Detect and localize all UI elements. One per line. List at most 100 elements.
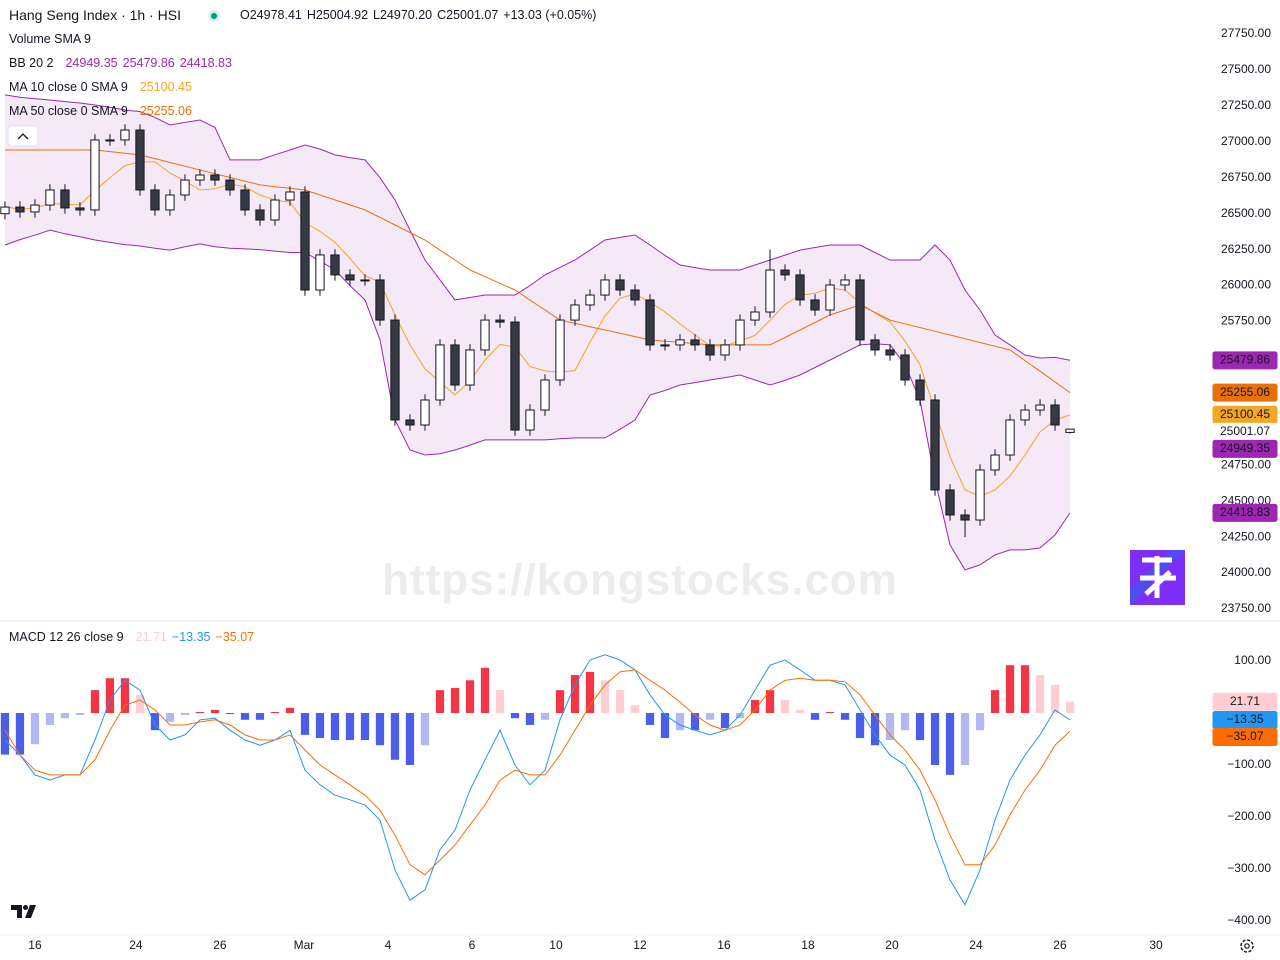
collapse-button-frame[interactable] — [7, 125, 39, 147]
histogram-bar — [600, 680, 610, 714]
histogram-bar — [450, 688, 460, 714]
histogram-bar — [30, 713, 40, 745]
histogram-bar — [150, 713, 160, 731]
y-tick-label: −100.00 — [1227, 757, 1271, 771]
macd-legend-part: −13.35 — [172, 630, 211, 644]
candle-body — [450, 344, 460, 386]
bb-legend-part: 24418.83 — [180, 56, 232, 70]
candle-body — [435, 344, 445, 401]
histogram-bar — [780, 700, 790, 714]
histogram-bar — [795, 709, 805, 714]
plot: https://kongstocks.com 27750.00 27500.00 27… — [0, 7, 1278, 952]
histogram-bar — [900, 713, 910, 731]
candle-body — [855, 279, 865, 341]
x-tick-label: 18 — [801, 938, 815, 952]
candle-body — [135, 129, 145, 191]
macd-legend: MACD 12 26 close 9 21.71 −13.35 −35.07 — [9, 630, 254, 644]
candle-body — [255, 209, 265, 221]
histogram-bar — [105, 678, 115, 714]
histogram-bar — [765, 690, 775, 714]
price-tag — [1212, 439, 1278, 458]
x-tick-label: 20 — [885, 938, 899, 952]
price-tag-label: −35.07 — [1226, 729, 1263, 743]
header-ohlc-part: +13.03 (+0.05%) — [503, 8, 596, 22]
x-tick-label: Mar — [294, 938, 315, 952]
candle-body — [150, 189, 160, 211]
candle-body — [1005, 419, 1015, 456]
histogram-bar — [375, 713, 385, 746]
histogram-bar — [60, 713, 70, 719]
y-tick-label: −400.00 — [1227, 913, 1271, 927]
candle-body — [1035, 404, 1045, 411]
header-ohlc-part: C25001.07 — [437, 8, 498, 22]
price-tag-label: 25100.45 — [1220, 407, 1270, 421]
candle-body — [420, 399, 430, 426]
y-tick-label: 27000.00 — [1221, 134, 1271, 148]
price-tag — [1212, 727, 1278, 746]
candle-body — [615, 279, 625, 291]
histogram-bar — [840, 713, 850, 720]
market-status-dot — [211, 13, 217, 19]
histogram-bar — [990, 690, 1000, 714]
macd-legend-part: −35.07 — [216, 630, 255, 644]
y-tick-label: 27750.00 — [1221, 26, 1271, 40]
candle-body — [510, 321, 520, 431]
histogram-bar — [540, 713, 550, 720]
histogram-bar — [345, 713, 355, 741]
histogram-bar — [135, 694, 145, 714]
watermark: https://kongstocks.com — [382, 556, 898, 605]
histogram-bar — [945, 713, 955, 775]
histogram-bar — [330, 713, 340, 741]
candle-body — [885, 349, 895, 356]
histogram-bar — [1020, 665, 1030, 714]
histogram-bar — [465, 680, 475, 714]
histogram-bar — [390, 713, 400, 760]
histogram-bar — [660, 713, 670, 738]
candle-body — [270, 199, 280, 221]
histogram-bar — [615, 690, 625, 714]
bb-legend-part: BB 20 2 — [9, 56, 54, 70]
header-ohlc-part: L24970.20 — [373, 8, 432, 22]
histogram-bar — [210, 709, 220, 714]
candle-body — [180, 179, 190, 196]
y-tick-label: 27500.00 — [1221, 62, 1271, 76]
candle-body — [570, 304, 580, 321]
band-lower — [4, 229, 1071, 571]
gear-inner — [1244, 943, 1250, 949]
price-tag-label: 21.71 — [1230, 694, 1260, 708]
x-tick-label: 16 — [28, 938, 42, 952]
collapse-button[interactable] — [7, 125, 39, 147]
histogram-bar — [405, 713, 415, 766]
x-tick-label: 26 — [213, 938, 227, 952]
y-tick-label: 24000.00 — [1221, 565, 1271, 579]
candle-body — [360, 279, 370, 282]
gear-outer[interactable] — [1240, 939, 1254, 953]
candle-body — [90, 139, 100, 211]
histogram-bar — [960, 713, 970, 766]
x-tick-label: 16 — [717, 938, 731, 952]
header-ohlc-part: O24978.41 — [240, 8, 302, 22]
settings-button[interactable] — [1240, 939, 1254, 953]
candle-body — [810, 299, 820, 311]
candle-body — [660, 344, 670, 347]
histogram-bar — [360, 713, 370, 741]
ma-legend-part: 25100.45 — [140, 80, 192, 94]
y-tick-label: −200.00 — [1227, 809, 1271, 823]
histogram-bar — [225, 713, 235, 715]
candle-body — [105, 139, 115, 142]
candle-body — [870, 339, 880, 351]
ma-legend: MA 50 close 0 SMA 9 25255.06 — [9, 104, 192, 118]
header-part: Hang Seng Index · 1h · HSI — [9, 7, 181, 23]
histogram-bar — [75, 713, 85, 716]
y-tick-label: −300.00 — [1227, 861, 1271, 875]
candle-body — [480, 319, 490, 351]
candle-body — [315, 254, 325, 291]
ma-legend-part: MA 50 close 0 SMA 9 — [9, 104, 128, 118]
tv-logo-v — [25, 905, 36, 918]
x-tick-label: 26 — [1053, 938, 1067, 952]
candle-body — [900, 354, 910, 381]
candle-body — [600, 279, 610, 296]
candle-body — [690, 339, 700, 346]
x-tick-label: 30 — [1149, 938, 1163, 952]
